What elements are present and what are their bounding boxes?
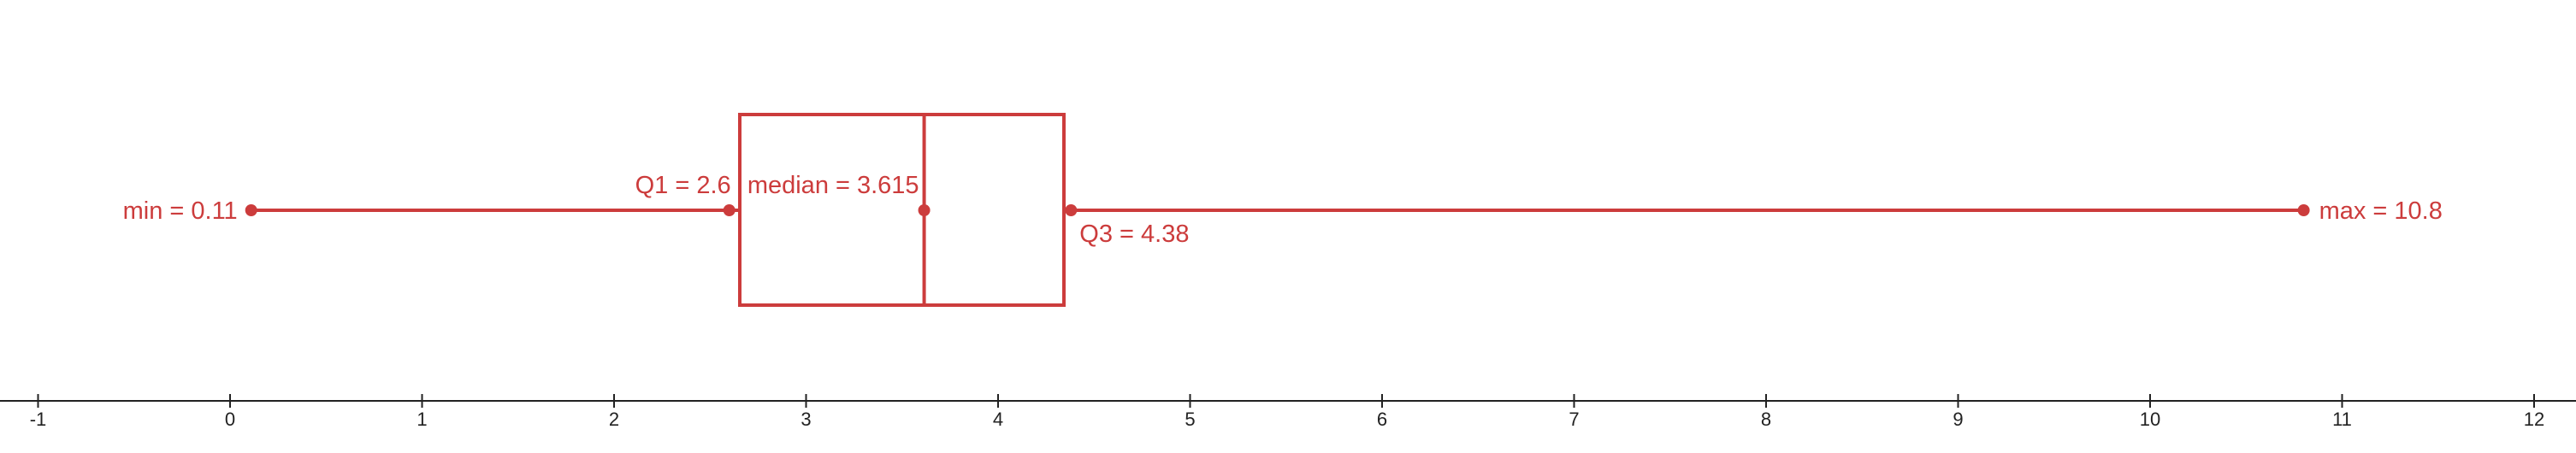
max-label: max = 10.8 <box>2319 197 2443 225</box>
x-tick-label: 6 <box>1377 409 1387 430</box>
median-point <box>918 204 931 216</box>
x-tick-label: 0 <box>225 409 235 430</box>
x-tick-label: 10 <box>2140 409 2160 430</box>
x-tick-label: 2 <box>609 409 619 430</box>
boxplot: min = 0.11 Q1 = 2.6 median = 3.615 Q3 = … <box>123 113 2443 307</box>
median-label: median = 3.615 <box>747 172 919 199</box>
x-tick-label: 5 <box>1185 409 1195 430</box>
x-tick-label: 1 <box>417 409 427 430</box>
min-point <box>245 204 257 216</box>
x-tick-label: 7 <box>1569 409 1579 430</box>
x-tick-label: 12 <box>2524 409 2544 430</box>
iqr-box <box>738 113 1066 307</box>
x-tick-label: 9 <box>1953 409 1963 430</box>
x-tick-label: 4 <box>993 409 1003 430</box>
x-tick-label: 3 <box>801 409 811 430</box>
x-tick-label: 8 <box>1761 409 1771 430</box>
q3-point <box>1065 204 1078 216</box>
max-point <box>2297 204 2310 216</box>
x-tick-label: -1 <box>30 409 47 430</box>
q1-point <box>723 204 736 216</box>
q1-label: Q1 = 2.6 <box>635 172 731 199</box>
x-tick-label: 11 <box>2332 409 2352 430</box>
q3-label: Q3 = 4.38 <box>1079 221 1189 248</box>
x-axis-ticks: -1 0 1 2 3 4 5 6 7 8 9 10 11 12 <box>30 394 2544 430</box>
min-label: min = 0.11 <box>123 197 238 225</box>
